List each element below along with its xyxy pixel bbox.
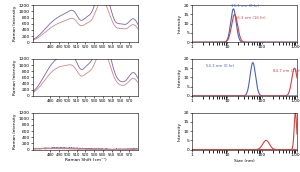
X-axis label: Raman Shift (cm⁻¹): Raman Shift (cm⁻¹) [64,158,106,162]
Text: 15.1 nm (0 hr): 15.1 nm (0 hr) [231,4,260,8]
Text: 84.7 nm (16 hr): 84.7 nm (16 hr) [273,69,300,73]
Y-axis label: Raman Intensity: Raman Intensity [14,113,17,149]
X-axis label: Size (nm): Size (nm) [234,159,255,163]
Text: 54.3 nm (0 hr): 54.3 nm (0 hr) [206,63,235,67]
Text: 56.3 nm (16 hr): 56.3 nm (16 hr) [235,16,266,20]
Y-axis label: Raman Intensity: Raman Intensity [14,60,17,95]
Y-axis label: Intensity: Intensity [178,14,182,33]
Y-axis label: Raman Intensity: Raman Intensity [14,6,17,41]
Y-axis label: Intensity: Intensity [178,68,182,87]
Y-axis label: Intensity: Intensity [178,122,182,141]
